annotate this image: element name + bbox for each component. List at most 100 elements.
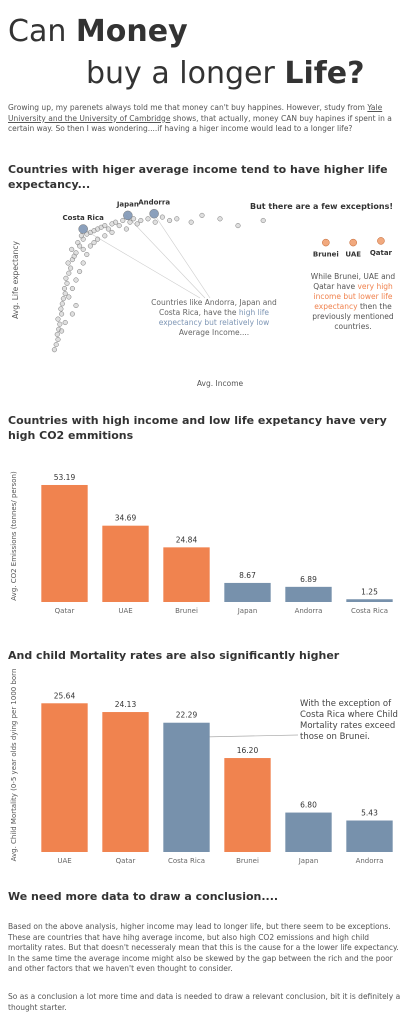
section-heading: We need more data to draw a conclusion..… [8,890,279,903]
paragraph: So as a conclusion a lot more time and d… [8,992,401,1012]
scatter-point [131,216,137,222]
value-label: 24.13 [115,700,137,709]
scatter-point [127,219,133,225]
scatter-point [188,219,194,225]
scatter-point [59,301,65,307]
scatter-point [69,246,75,252]
annotation-highlight: very high income but lower life expectan… [313,282,393,311]
bar [346,820,393,852]
scatter-point [60,296,66,302]
scatter-point [62,291,68,297]
point-label: UAE [345,251,361,259]
bar [41,484,88,602]
scatter-point [349,238,357,247]
pointer [153,213,211,299]
bar [41,703,88,852]
value-label: 6.89 [300,575,317,584]
scatter-point [69,311,75,317]
x-tick-label: Costa Rica [351,607,388,615]
scatter-point [174,216,180,222]
value-label: 5.43 [361,809,378,818]
point-label: Andorra [138,199,170,207]
scatter-point [235,223,241,229]
scatter-point [80,246,86,252]
scatter-point [109,229,115,235]
x-tick-label: UAE [57,857,71,865]
intro: Growing up, my parenets always told me t… [8,103,402,135]
scatter-point [123,210,133,221]
x-tick-label: Qatar [116,857,136,865]
scatter-point [59,311,65,317]
title-line2: buy a longer Life? [86,56,365,91]
scatter-point [65,260,71,266]
scatter-point [145,216,151,222]
x-axis-label: Avg. Income [197,379,244,388]
x-tick-label: UAE [118,607,132,615]
value-label: 8.67 [239,571,256,580]
scatter-point [73,250,79,256]
intro-link[interactable]: Yale University and the University of Ca… [8,103,383,123]
scatter-point [69,285,75,292]
value-label: 6.80 [300,801,317,810]
intro-text: Growing up, my parenets always told me t… [8,103,368,112]
paragraph: Based on the above analysis, higher inco… [8,922,399,973]
scatter-point [73,302,79,309]
chart-title: Countries with higer average income tend… [8,163,388,191]
x-tick-label: Japan [298,857,319,865]
pointer [82,228,201,299]
bar [163,547,210,602]
scatter-point [159,214,165,220]
scatter-point [66,294,72,300]
value-label: 16.20 [237,746,259,755]
pointer [125,214,206,299]
scatter-point [152,219,158,225]
annotation: Countries like Andorra, Japan and Costa … [150,298,278,338]
point-label: Brunei [313,251,339,259]
y-axis-label: Avg. CO2 Emissions (tonnes/ person) [10,471,18,601]
bar [102,712,149,852]
scatter-point [59,328,65,334]
bar [102,525,149,602]
scatter-point [91,240,97,246]
x-tick-label: Andorra [295,607,323,615]
value-label: 34.69 [115,514,137,523]
value-label: 25.64 [54,691,76,700]
scatter-point [55,316,61,322]
scatter-point [102,223,108,229]
scatter-point [113,219,119,225]
scatter-point [134,221,140,227]
bar [285,812,332,852]
title-line1: Can Money [8,14,188,49]
y-axis-label: Avg. Child Mortality (0-5 year olds dyin… [10,669,18,862]
x-tick-label: Andorra [356,857,384,865]
point-label: Qatar [370,249,393,257]
annotation-text: Countries like Andorra, Japan and Costa … [151,298,277,317]
scatter-point [54,331,60,337]
scatter-point [138,217,144,224]
scatter-point [105,226,111,232]
scatter-point [77,268,83,275]
annotation: While Brunei, UAE and Qatar have very hi… [307,272,399,332]
scatter-point [68,265,74,271]
x-tick-label: Brunei [175,607,198,615]
scatter-point [102,233,108,239]
scatter-point [217,216,223,222]
intro-text: shows, that actually, money CAN buy hapi… [8,113,392,134]
bar [163,722,210,852]
scatter-point [322,238,330,247]
bar [224,582,271,602]
scatter-point [149,208,159,219]
scatter-point [78,233,84,239]
scatter-point [63,275,69,281]
chart-title: Countries with high income and low life … [8,414,387,442]
pointer [201,734,299,738]
scatter-point [167,217,173,224]
bar [346,599,393,602]
scatter-point [58,306,64,312]
annotation-highlight: high life expectancy but relatively low [158,308,270,327]
x-tick-label: Qatar [55,607,75,615]
scatter-point [116,223,122,229]
bar [285,586,332,602]
scatter-point [95,236,101,242]
